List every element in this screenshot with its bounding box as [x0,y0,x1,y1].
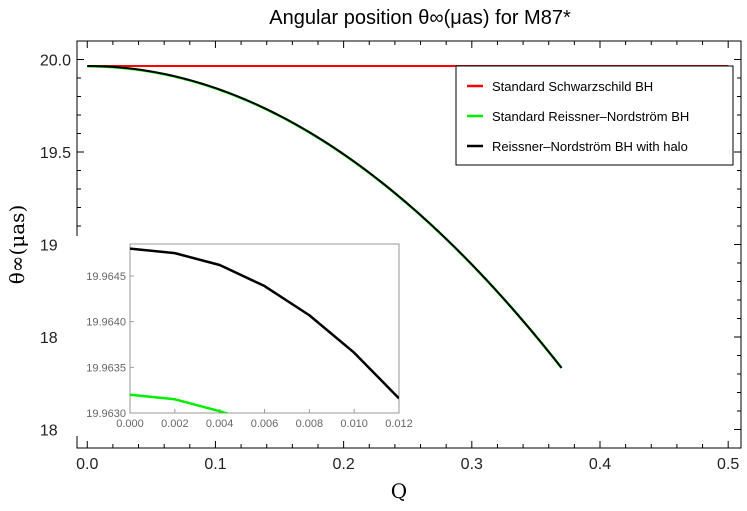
inset-y-tick-label: 19.9630 [86,408,126,420]
y-tick-label: 19.5 [40,145,71,162]
x-tick-label: 0.5 [717,456,739,473]
inset-y-tick-label: 19.9635 [86,362,126,374]
inset-x-tick-label: 0.004 [206,418,234,430]
inset-series-line-0 [130,393,229,413]
inset-x-tick-label: 0.000 [116,418,144,430]
y-tick-label: 20.0 [40,53,71,70]
x-tick-label: 0.4 [589,456,611,473]
inset-x-tick-label: 0.008 [296,418,324,430]
chart-title: Angular position θ∞(μas) for M87* [269,7,571,29]
inset-x-tick-label: 0.012 [385,418,413,430]
inset-plot: 0.000 0.002 0.004 0.006 0.008 0.010 0.012 19.96… [58,236,414,436]
legend-label: Standard Reissner–Nordström BH [492,109,689,124]
chart-title-text: Angular position θ∞(μas) for M87* [269,7,571,29]
inset-background [58,236,414,436]
legend-label: Standard Schwarzschild BH [492,79,653,94]
axis-labels: Qθ∞(μas) [5,205,407,503]
inset-y-tick-label: 19.9645 [86,271,126,283]
x-axis-label: Q [391,479,407,503]
y-axis-label: θ∞(μas) [5,205,29,285]
inset-series-line-1 [130,247,399,400]
inset-y-tick-label: 19.9640 [86,317,126,329]
series-line-2 [87,65,563,369]
inset-x-tick-label: 0.010 [340,418,368,430]
x-tick-label: 0.2 [333,456,355,473]
legend: Standard Schwarzschild BH Standard Reissn… [455,65,734,166]
x-tick-label: 0.0 [76,456,98,473]
x-tick-label: 0.1 [204,456,226,473]
legend-label: Reissner–Nordström BH with halo [492,139,688,154]
x-tick-label: 0.3 [461,456,483,473]
inset-x-tick-label: 0.002 [161,418,189,430]
legend-box [455,65,734,166]
inset-x-tick-label: 0.006 [251,418,279,430]
